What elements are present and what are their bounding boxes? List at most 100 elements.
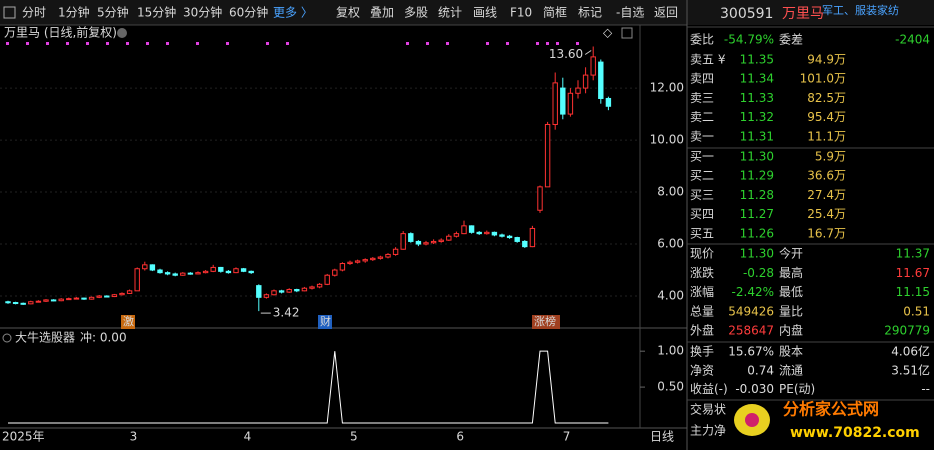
toolbar-item[interactable]: F10 xyxy=(510,6,532,20)
candle-body xyxy=(309,286,315,289)
book-label: 买一 xyxy=(690,150,714,164)
signal-dot xyxy=(46,42,49,45)
signal-dot xyxy=(86,42,89,45)
candle-body xyxy=(271,290,277,296)
icon-diamond[interactable]: ◇ xyxy=(603,26,613,40)
signal-dot xyxy=(266,42,269,45)
toolbar-item[interactable]: 60分钟 xyxy=(229,5,268,20)
toolbar-item[interactable]: 复权 xyxy=(336,6,360,20)
candle-body xyxy=(377,256,384,259)
indicator-menu[interactable] xyxy=(2,333,12,343)
book-label: 买二 xyxy=(690,169,714,183)
watermark-url: www.70822.com xyxy=(790,425,920,441)
book-price: 11.33 xyxy=(740,91,774,105)
quote-label: 主力净 xyxy=(690,424,726,438)
candle-body xyxy=(362,259,368,262)
signal-dot xyxy=(486,42,489,45)
candle-body xyxy=(35,300,42,303)
candle-body xyxy=(522,240,528,248)
signal-dot xyxy=(226,42,229,45)
candle-body xyxy=(58,298,64,302)
quote-label: 净资 xyxy=(690,363,714,377)
toolbar-item[interactable]: -自选 xyxy=(616,6,644,20)
toolbar-item[interactable]: 标记 xyxy=(578,6,602,20)
y-tick-label: 1.00 xyxy=(657,344,684,358)
toolbar-item[interactable]: 1分钟 xyxy=(58,5,90,20)
candle-body xyxy=(575,87,581,94)
event-tag[interactable]: 财 xyxy=(320,314,331,328)
period-label[interactable]: 日线 xyxy=(650,430,674,444)
candle-body xyxy=(240,268,247,272)
quote-value: 4.06亿 xyxy=(891,344,930,359)
book-volume: 36.6万 xyxy=(807,169,846,183)
chart-menu[interactable] xyxy=(117,28,127,38)
event-tag[interactable]: 激 xyxy=(123,314,134,328)
quote-label: 流通 xyxy=(779,363,803,377)
quote-value: 11.67 xyxy=(896,266,930,280)
signal-dot xyxy=(406,42,409,45)
event-tag[interactable]: 涨榜 xyxy=(534,314,556,328)
candle-body xyxy=(202,270,209,274)
book-volume: 101.0万 xyxy=(800,72,846,86)
candle-body xyxy=(104,295,110,298)
quote-label: 最高 xyxy=(779,265,803,280)
candle-body xyxy=(210,266,216,272)
signal-dot xyxy=(556,42,559,45)
toolbar-item[interactable]: 分时 xyxy=(22,6,46,20)
candle-body xyxy=(544,123,551,188)
candle-body xyxy=(446,235,452,241)
quote-value: -2.42% xyxy=(732,285,774,299)
signal-dot xyxy=(106,42,109,45)
toolbar-icon[interactable] xyxy=(3,6,16,19)
toolbar-item[interactable]: 简框 xyxy=(543,6,567,20)
candle-body xyxy=(73,297,80,300)
x-tick-label: 5 xyxy=(350,430,358,444)
toolbar-item[interactable]: 统计 xyxy=(438,6,462,20)
candle-body xyxy=(286,289,292,293)
book-label: 买五 xyxy=(690,226,714,240)
quote-label: 今开 xyxy=(779,246,803,261)
stock-sector[interactable]: 军工、服装家纺 xyxy=(822,3,899,17)
book-volume: 25.4万 xyxy=(807,207,846,221)
toolbar-item[interactable]: 15分钟 xyxy=(137,5,176,20)
book-price: 11.34 xyxy=(740,72,774,86)
quote-label: 委比 xyxy=(690,33,714,47)
candle-body xyxy=(499,234,505,237)
candle-body xyxy=(324,274,330,285)
candle-body xyxy=(453,233,460,237)
icon-box[interactable] xyxy=(621,27,633,39)
quote-label: PE(动) xyxy=(779,382,815,396)
high-arrow xyxy=(584,50,592,55)
candle-body xyxy=(392,248,399,255)
quote-label: 涨跌 xyxy=(690,265,714,280)
toolbar-item[interactable]: 更多 〉 xyxy=(273,6,313,20)
quote-label: 委差 xyxy=(779,33,803,47)
candle-body xyxy=(233,268,239,274)
candle-body xyxy=(316,283,323,288)
low-label: 3.42 xyxy=(273,306,300,320)
book-volume: 11.1万 xyxy=(807,129,846,143)
toolbar-item[interactable]: 多股 xyxy=(404,6,428,20)
quote-label: 外盘 xyxy=(690,323,714,338)
toolbar-item[interactable]: 叠加 xyxy=(370,6,394,20)
book-price: 11.31 xyxy=(740,129,774,143)
toolbar-item[interactable]: 画线 xyxy=(473,6,497,20)
quote-value: 290779 xyxy=(884,324,930,338)
candle-body xyxy=(5,301,11,304)
signal-dot xyxy=(146,42,149,45)
signal-dot xyxy=(546,42,549,45)
candle-body xyxy=(339,263,346,271)
toolbar-item[interactable]: 30分钟 xyxy=(183,5,222,20)
quote-value: 11.37 xyxy=(896,247,930,261)
quote-value: 549426 xyxy=(728,304,774,318)
quote-value: 0.51 xyxy=(903,304,930,318)
quote-label: 换手 xyxy=(690,345,714,359)
candle-body xyxy=(552,82,558,125)
toolbar-item[interactable]: 5分钟 xyxy=(97,5,129,20)
candle-body xyxy=(529,227,536,248)
toolbar-item[interactable]: 返回 xyxy=(654,6,678,20)
y-tick-label: 10.00 xyxy=(650,133,684,147)
candle-body xyxy=(88,296,95,300)
candle-body xyxy=(476,231,482,235)
candle-body xyxy=(126,290,133,294)
